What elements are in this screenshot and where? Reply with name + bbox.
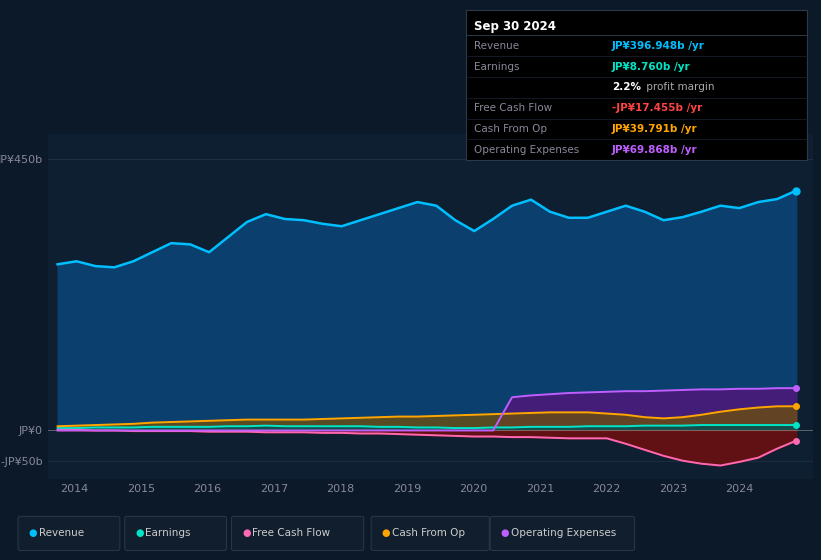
Text: JP¥396.948b /yr: JP¥396.948b /yr xyxy=(612,41,704,51)
Text: Revenue: Revenue xyxy=(39,528,84,538)
Text: Sep 30 2024: Sep 30 2024 xyxy=(474,20,556,34)
Text: ●: ● xyxy=(501,528,509,538)
Text: Revenue: Revenue xyxy=(474,41,519,51)
Text: Earnings: Earnings xyxy=(474,62,519,72)
Text: Cash From Op: Cash From Op xyxy=(474,124,547,134)
Text: ●: ● xyxy=(382,528,390,538)
Text: JP¥69.868b /yr: JP¥69.868b /yr xyxy=(612,144,697,155)
Text: Operating Expenses: Operating Expenses xyxy=(511,528,616,538)
Text: Cash From Op: Cash From Op xyxy=(392,528,465,538)
Text: Free Cash Flow: Free Cash Flow xyxy=(252,528,330,538)
Text: JP¥8.760b /yr: JP¥8.760b /yr xyxy=(612,62,690,72)
Text: Free Cash Flow: Free Cash Flow xyxy=(474,103,552,113)
Text: Earnings: Earnings xyxy=(145,528,190,538)
Text: 2.2%: 2.2% xyxy=(612,82,640,92)
Text: ●: ● xyxy=(135,528,144,538)
Text: profit margin: profit margin xyxy=(643,82,714,92)
Text: -JP¥17.455b /yr: -JP¥17.455b /yr xyxy=(612,103,702,113)
Text: JP¥39.791b /yr: JP¥39.791b /yr xyxy=(612,124,697,134)
Text: Operating Expenses: Operating Expenses xyxy=(474,144,579,155)
Text: ●: ● xyxy=(242,528,250,538)
Text: ●: ● xyxy=(29,528,37,538)
